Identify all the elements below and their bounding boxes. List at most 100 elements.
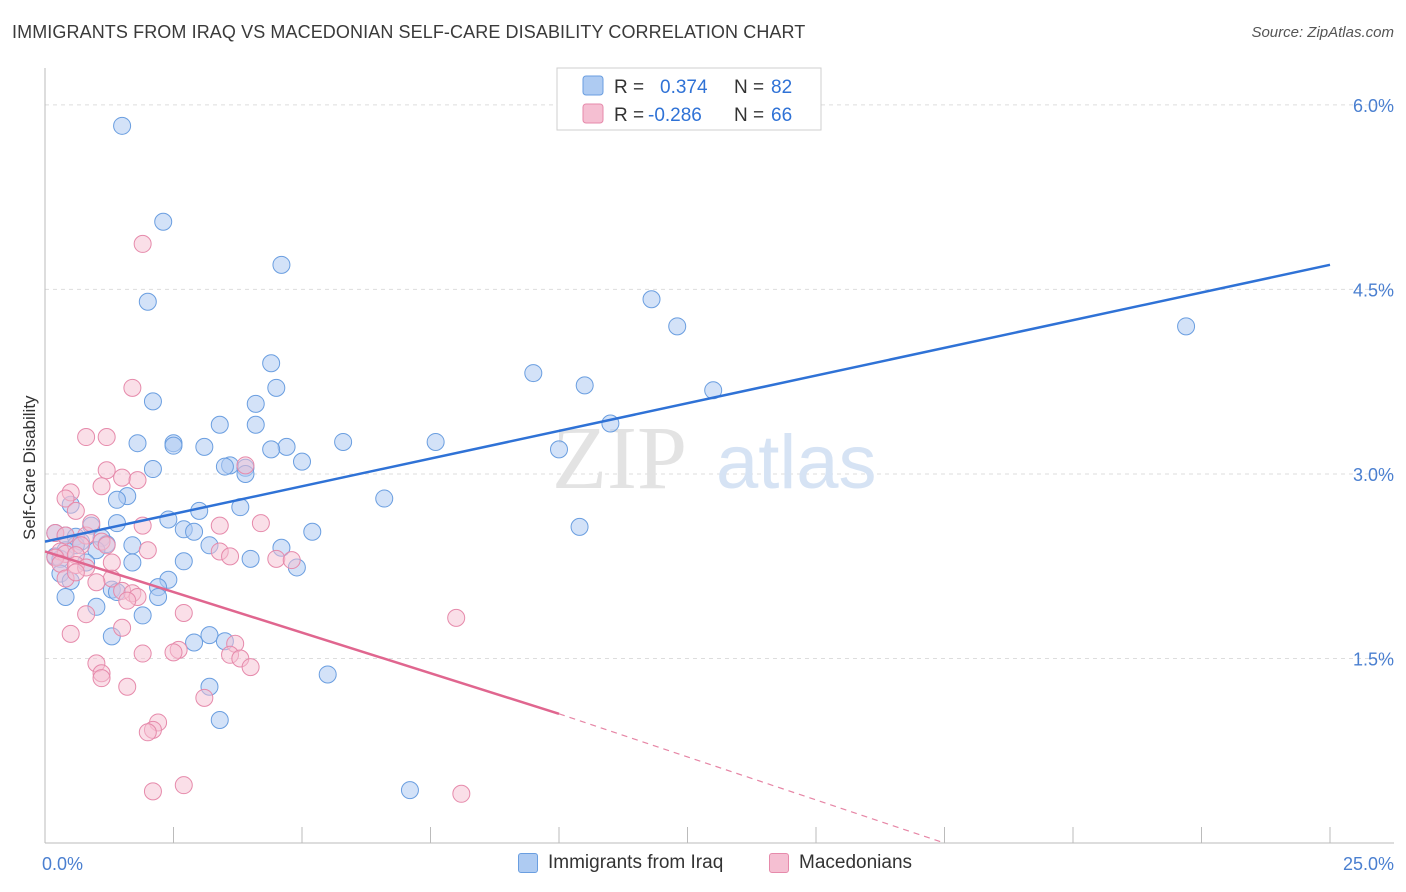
legend-r-value-1: 0.374 (660, 77, 708, 98)
macedonians-point (138, 541, 157, 560)
iraq-point (185, 522, 204, 541)
iraq-point (334, 432, 353, 451)
legend-n-value-2: 66 (771, 105, 792, 126)
macedonians-point (123, 378, 142, 397)
iraq-point (262, 440, 281, 459)
legend-n-label-1: N = (734, 77, 764, 98)
iraq-point (293, 452, 311, 471)
iraq-point (375, 489, 394, 508)
iraq-point (128, 434, 147, 453)
watermark: ZIP atlas (552, 409, 877, 508)
iraq-point (1177, 317, 1196, 336)
macedonians-point (221, 547, 240, 566)
legend-swatch-macedonians (582, 103, 604, 124)
macedonians-point (113, 618, 132, 637)
iraq-point (210, 710, 229, 729)
iraq-point (210, 415, 229, 434)
iraq-point (185, 633, 204, 652)
macedonians-point (267, 549, 286, 568)
iraq-point (303, 522, 322, 541)
macedonians-point (133, 234, 152, 253)
iraq-point (174, 552, 193, 571)
iraq-point (215, 457, 234, 476)
macedonians-point (118, 591, 137, 610)
macedonians-point (92, 669, 111, 688)
y-axis-label: Self-Care Disability (20, 395, 39, 540)
iraq-point (318, 665, 337, 684)
macedonians-point (97, 536, 116, 555)
legend-box: R = 0.374 N = 82 R = -0.286 N = 66 (556, 67, 822, 131)
macedonians-point (66, 563, 85, 582)
iraq-point (246, 394, 265, 413)
iraq-point (195, 437, 214, 456)
macedonians-point (56, 489, 75, 508)
iraq-point (143, 392, 162, 411)
iraq-point (570, 517, 589, 536)
iraq-point (123, 553, 142, 572)
iraq-point (668, 317, 687, 336)
iraq-point (133, 606, 152, 625)
iraq-trend-line (44, 263, 1331, 543)
iraq-point (550, 440, 568, 459)
macedonians-point (447, 608, 466, 627)
macedonians-point (143, 782, 162, 801)
macedonians-point (452, 784, 471, 803)
macedonians-point (87, 573, 106, 592)
iraq-point (246, 415, 265, 434)
macedonians-point (97, 461, 116, 480)
macedonians-point (164, 643, 183, 662)
macedonians-point (174, 603, 193, 622)
legend-r-label-2: R = (614, 105, 644, 126)
macedonians-point (128, 471, 147, 490)
watermark-zip: ZIP (552, 409, 687, 508)
x-tick-label-end: 25.0% (1343, 854, 1394, 874)
iraq-point (200, 626, 219, 645)
source-label: Source: ZipAtlas.com (1251, 24, 1394, 41)
macedonians-point (77, 428, 96, 447)
macedonians-point (236, 456, 255, 475)
legend-swatch-iraq (582, 75, 604, 96)
macedonians-point (77, 605, 96, 624)
y-tick-label: 3.0% (1353, 465, 1394, 485)
macedonians-point (138, 723, 157, 742)
macedonians-point (251, 514, 270, 533)
bottom-legend-label-macedonians: Macedonians (799, 852, 913, 873)
legend-n-value-1: 82 (771, 77, 792, 98)
macedonians-point (118, 677, 137, 696)
iraq-point (400, 781, 419, 800)
watermark-atlas: atlas (716, 420, 877, 505)
iraq-point (267, 378, 286, 397)
iraq-point (642, 290, 661, 309)
macedonians-point (282, 551, 301, 570)
iraq-point (138, 292, 157, 311)
legend-n-label-2: N = (734, 105, 764, 126)
iraq-point (56, 587, 75, 606)
iraq-point (107, 490, 126, 509)
macedonians-point (61, 624, 80, 643)
iraq-point (154, 212, 173, 231)
y-tick-label: 6.0% (1353, 96, 1394, 116)
iraq-point (575, 376, 594, 395)
bottom-legend-iraq: Immigrants from Iraq (518, 852, 723, 874)
grid-layer (45, 104, 1394, 659)
y-tick-label: 4.5% (1353, 280, 1394, 300)
macedonians-point (241, 658, 260, 677)
iraq-point (272, 255, 291, 274)
chart-title: IMMIGRANTS FROM IRAQ VS MACEDONIAN SELF-… (12, 22, 806, 42)
macedonians-point (210, 516, 229, 535)
trend-layer (44, 263, 1331, 844)
x-tick-label-start: 0.0% (42, 854, 83, 874)
macedonians-trend-extension (558, 713, 945, 844)
iraq-point (149, 587, 168, 606)
macedonians-point (113, 468, 132, 487)
macedonians-point (174, 776, 193, 795)
iraq-point (107, 514, 126, 533)
iraq-point (277, 437, 296, 456)
bottom-legend-swatch-iraq (518, 853, 538, 873)
bottom-legend-macedonians: Macedonians (769, 852, 912, 874)
bottom-legend-label-iraq: Immigrants from Iraq (548, 852, 724, 873)
y-tick-label: 1.5% (1353, 649, 1394, 669)
iraq-point (524, 364, 543, 383)
macedonians-point (66, 501, 85, 520)
macedonians-point (97, 428, 116, 447)
